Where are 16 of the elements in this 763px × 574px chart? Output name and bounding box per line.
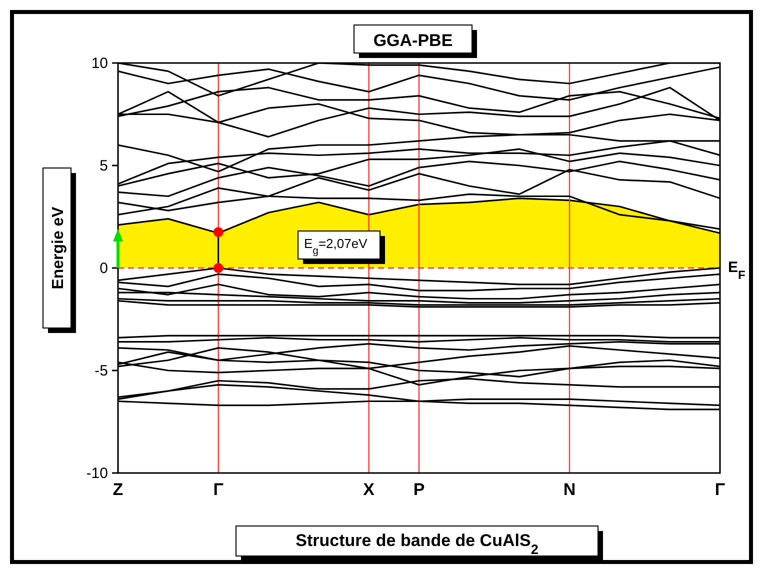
chart-title: GGA-PBE [373,31,453,50]
x-tick-label: Γ [714,480,726,499]
annotation: E$_{g}$=2,07eV [304,236,368,256]
y-tick-label: 0 [100,260,108,277]
y-tick-label: -10 [86,465,108,482]
x-tick-label: N [563,480,576,499]
y-tick-label: -5 [94,362,108,380]
y-tick-label: 5 [100,158,108,174]
x-tick-label: P [413,480,425,499]
x-axis-title: Structure de bande de CuAlS$_{2}$ [296,531,539,556]
ref-line-label: E$_{F}$ [728,259,746,282]
y-axis-title: Energie eV [50,206,67,290]
x-tick-label: X [363,480,376,499]
x-tick-label: Γ [213,480,224,499]
x-tick-label: Z [112,480,124,499]
y-tick-label: 10 [91,55,108,72]
